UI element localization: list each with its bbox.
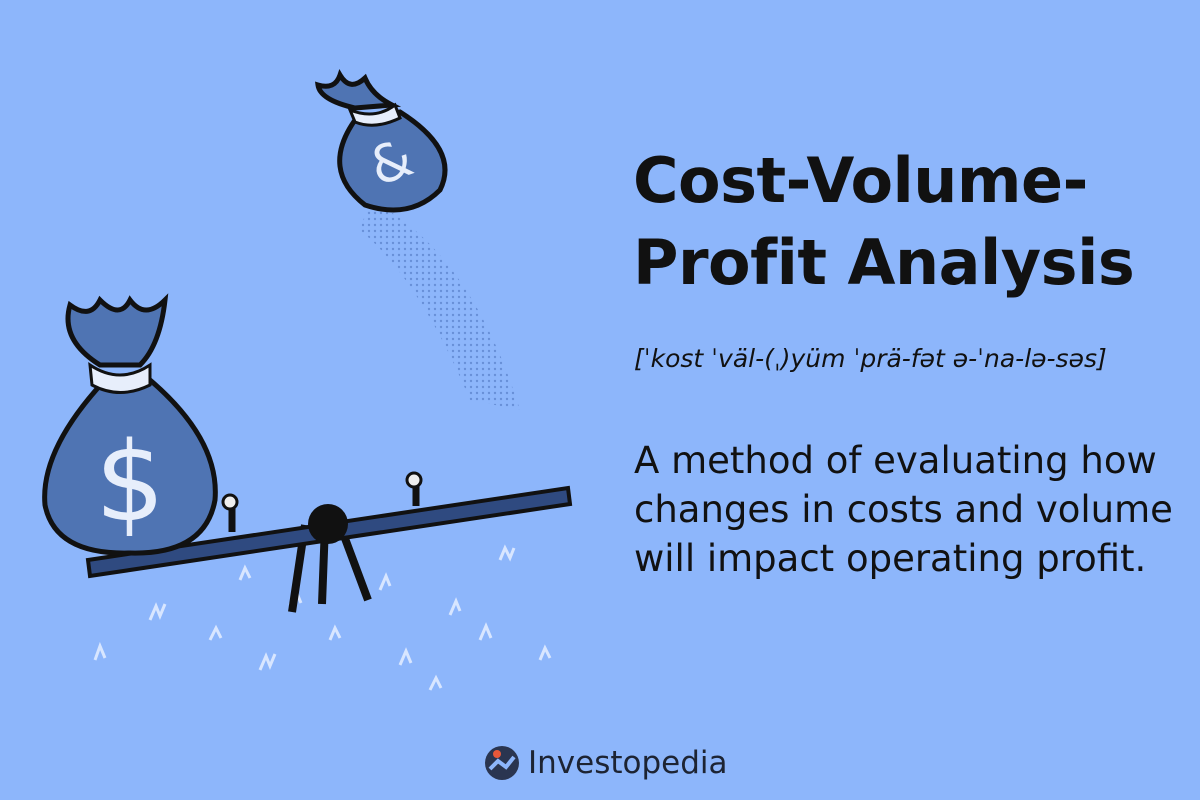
title-line-1: Cost-Volume-: [633, 144, 1088, 217]
investopedia-logo-icon: [485, 746, 519, 780]
seesaw: [85, 471, 573, 613]
motion-trail: [360, 200, 520, 410]
title-line-2: Profit Analysis: [633, 226, 1135, 299]
investopedia-logo: Investopedia: [484, 745, 728, 781]
brand-name: Investopedia: [528, 745, 728, 781]
page-title: Cost-Volume- Profit Analysis: [633, 140, 1135, 304]
dollar-money-bag: $: [42, 293, 218, 556]
dollar-symbol: $: [95, 418, 165, 546]
pronunciation: [ˈkost ˈväl-(ˌ)yüm ˈprä-fət ə-ˈna-lə-səs…: [634, 344, 1107, 373]
seesaw-money-bags-illustration: $ &: [42, 69, 573, 691]
definition: A method of evaluating how changes in co…: [634, 439, 1173, 580]
ampersand-money-bag: &: [315, 69, 448, 213]
